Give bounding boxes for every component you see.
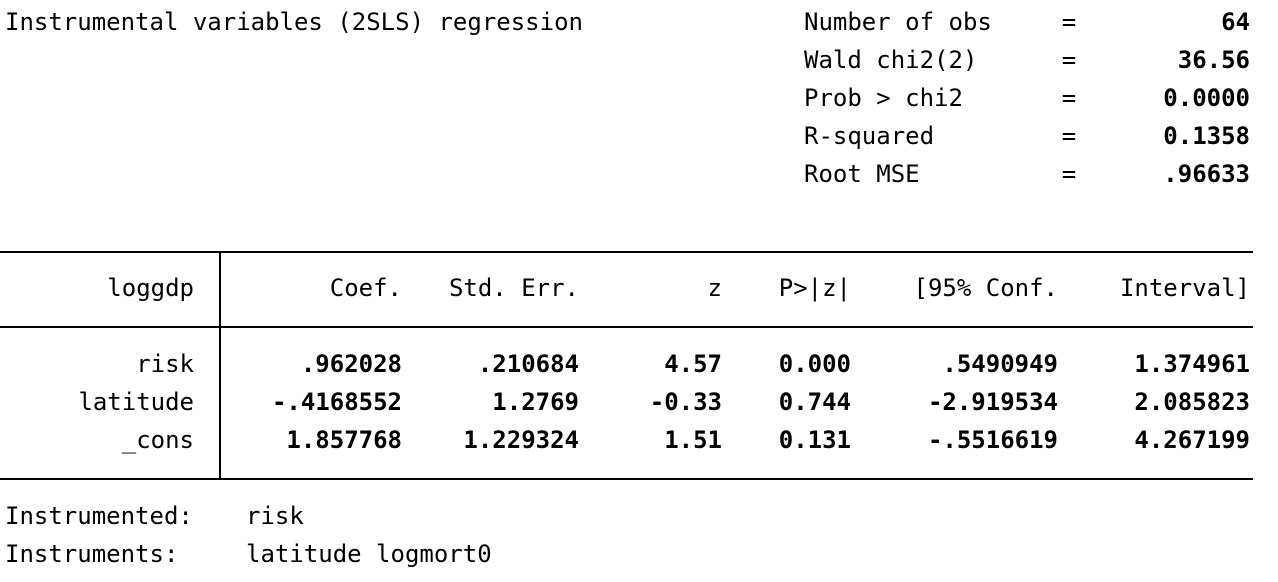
stat-eq: =: [1061, 122, 1077, 150]
table-cell-ci-low: .5490949: [942, 350, 1058, 378]
table-cell-ci-high: 4.267199: [1134, 426, 1250, 454]
table-row-var: latitude: [78, 388, 194, 416]
stat-label-prob: Prob > chi2: [804, 84, 963, 112]
col-header-ci-high: Interval]: [1119, 274, 1250, 302]
table-cell-ci-low: -2.919534: [927, 388, 1058, 416]
stat-label-rsq: R-squared: [804, 122, 935, 150]
table-cell-ci-low: -.5516619: [927, 426, 1058, 454]
instruments-value: latitude logmort0: [246, 540, 492, 568]
table-cell-se: 1.229324: [463, 426, 579, 454]
dep-var-header: loggdp: [107, 274, 194, 302]
stat-value-rmse: .96633: [1163, 160, 1250, 188]
table-cell-z: 4.57: [664, 350, 722, 378]
instruments-label: Instruments:: [5, 540, 179, 568]
table-cell-p: 0.000: [778, 350, 851, 378]
stat-eq: =: [1061, 8, 1077, 36]
table-divider: [219, 251, 221, 480]
table-cell-z: -0.33: [649, 388, 722, 416]
table-bottom-rule: [0, 478, 1253, 480]
table-cell-coef: 1.857768: [286, 426, 402, 454]
table-cell-coef: -.4168552: [271, 388, 402, 416]
stat-value-prob: 0.0000: [1163, 84, 1250, 112]
table-cell-se: .210684: [477, 350, 579, 378]
col-header-p: P>|z|: [778, 274, 851, 302]
stat-eq: =: [1061, 160, 1077, 188]
stat-label-wald: Wald chi2(2): [804, 46, 978, 74]
table-cell-se: 1.2769: [492, 388, 579, 416]
stat-value-nobs: 64: [1221, 8, 1250, 36]
table-header-rule: [0, 326, 1253, 328]
stat-label-rmse: Root MSE: [804, 160, 920, 188]
table-row-var: _cons: [121, 426, 194, 454]
table-cell-p: 0.744: [778, 388, 851, 416]
instrumented-label: Instrumented:: [5, 502, 193, 530]
col-header-coef: Coef.: [329, 274, 402, 302]
table-cell-coef: .962028: [300, 350, 402, 378]
table-cell-ci-high: 2.085823: [1134, 388, 1250, 416]
table-cell-z: 1.51: [664, 426, 722, 454]
col-header-se: Std. Err.: [448, 274, 579, 302]
stat-value-wald: 36.56: [1177, 46, 1250, 74]
col-header-ci-low: [95% Conf.: [913, 274, 1059, 302]
table-cell-ci-high: 1.374961: [1134, 350, 1250, 378]
table-cell-p: 0.131: [778, 426, 851, 454]
table-row-var: risk: [136, 350, 194, 378]
table-top-rule: [0, 251, 1253, 253]
col-header-z: z: [707, 274, 722, 302]
regression-title: Instrumental variables (2SLS) regression: [5, 8, 583, 36]
stat-value-rsq: 0.1358: [1163, 122, 1250, 150]
stat-eq: =: [1061, 84, 1077, 112]
instrumented-value: risk: [246, 502, 304, 530]
stat-label-nobs: Number of obs: [804, 8, 992, 36]
stat-eq: =: [1061, 46, 1077, 74]
